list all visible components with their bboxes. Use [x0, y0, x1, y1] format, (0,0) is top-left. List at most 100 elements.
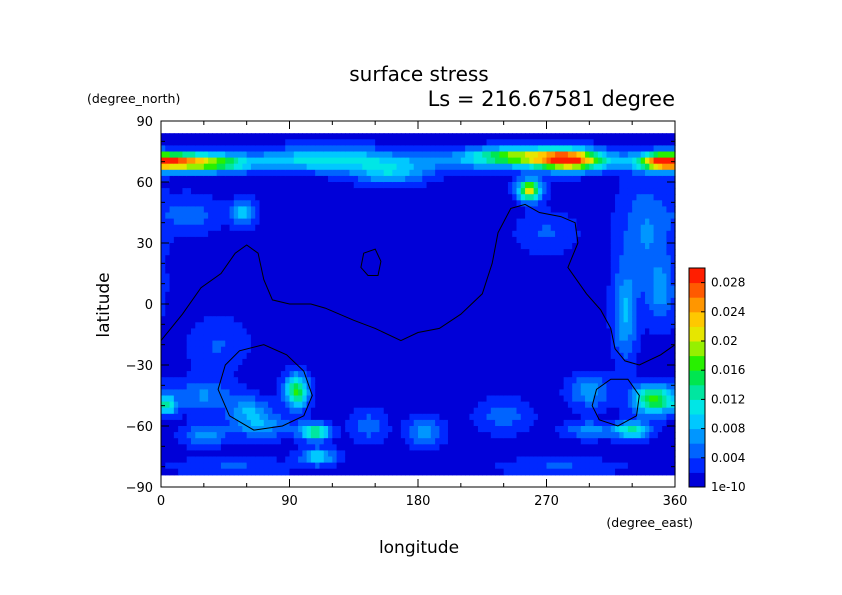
heatmap-cell: [400, 133, 406, 140]
heatmap-cell: [319, 139, 325, 146]
heatmap-cell: [503, 334, 509, 342]
heatmap-cell: [268, 218, 273, 226]
heatmap-cell: [353, 389, 359, 397]
heatmap-cell: [306, 175, 312, 183]
heatmap-cell: [512, 188, 518, 195]
heatmap-cell: [482, 285, 488, 293]
heatmap-cell: [293, 401, 299, 409]
heatmap-cell: [383, 243, 389, 250]
heatmap-cell: [225, 432, 231, 439]
heatmap-cell: [482, 383, 488, 390]
heatmap-cell: [212, 224, 218, 232]
heatmap-cell: [242, 352, 248, 360]
heatmap-cell: [443, 236, 449, 244]
heatmap-cell: [280, 316, 286, 323]
heatmap-cell: [190, 188, 196, 195]
heatmap-cell: [233, 340, 239, 348]
heatmap-cell: [280, 200, 286, 207]
heatmap-cell: [336, 401, 342, 409]
heatmap-cell: [495, 206, 500, 214]
heatmap-cell: [212, 413, 218, 421]
heatmap-cell: [418, 383, 423, 390]
heatmap-cell: [169, 285, 175, 293]
heatmap-cell: [190, 267, 196, 275]
heatmap-cell: [280, 194, 286, 201]
heatmap-cell: [306, 163, 312, 171]
heatmap-cell: [268, 322, 273, 329]
heatmap-cell: [272, 145, 278, 153]
heatmap-cell: [173, 456, 179, 464]
heatmap-cell: [315, 426, 321, 433]
heatmap-cell: [426, 279, 432, 287]
heatmap-cell: [242, 267, 248, 275]
heatmap-cell: [216, 163, 222, 171]
heatmap-cell: [182, 419, 188, 427]
heatmap-cell: [310, 218, 316, 226]
heatmap-cell: [426, 419, 432, 427]
heatmap-cell: [418, 236, 423, 244]
heatmap-cell: [473, 145, 479, 153]
heatmap-cell: [495, 279, 500, 287]
heatmap-cell: [396, 297, 402, 305]
heatmap-cell: [345, 462, 351, 470]
heatmap-cell: [161, 194, 166, 201]
heatmap-cell: [178, 444, 184, 451]
heatmap-cell: [263, 462, 269, 470]
heatmap-cell: [298, 438, 303, 445]
heatmap-cell: [516, 352, 522, 360]
heatmap-cell: [285, 334, 291, 342]
heatmap-cell: [370, 316, 376, 323]
heatmap-cell: [456, 346, 462, 354]
heatmap-cell: [208, 212, 213, 220]
heatmap-cell: [439, 200, 445, 207]
heatmap-cell: [340, 236, 346, 244]
heatmap-cell: [315, 438, 321, 445]
heatmap-cell: [520, 377, 526, 384]
heatmap-cell: [503, 322, 509, 329]
heatmap-cell: [473, 419, 479, 427]
heatmap-cell: [422, 310, 428, 317]
heatmap-cell: [443, 310, 449, 317]
heatmap-cell: [220, 340, 226, 348]
heatmap-cell: [332, 151, 338, 159]
heatmap-cell: [186, 328, 192, 336]
heatmap-cell: [280, 236, 286, 244]
heatmap-cell: [482, 194, 488, 201]
heatmap-cell: [533, 175, 539, 183]
heatmap-cell: [268, 383, 273, 390]
heatmap-cell: [225, 419, 231, 427]
heatmap-cell: [473, 133, 479, 140]
heatmap-cell: [212, 438, 218, 445]
heatmap-cell: [388, 419, 393, 427]
heatmap-cell: [495, 188, 500, 195]
heatmap-cell: [525, 163, 530, 171]
heatmap-cell: [186, 163, 192, 171]
heatmap-cell: [435, 218, 441, 226]
heatmap-cell: [186, 340, 192, 348]
heatmap-cell: [370, 389, 376, 397]
heatmap-cell: [225, 188, 231, 195]
heatmap-cell: [520, 432, 526, 439]
heatmap-cell: [499, 352, 505, 360]
heatmap-cell: [340, 230, 346, 238]
heatmap-cell: [358, 175, 363, 183]
heatmap-cell: [507, 438, 513, 445]
heatmap-cell: [383, 395, 389, 403]
heatmap-cell: [250, 462, 256, 470]
heatmap-cell: [362, 322, 368, 329]
heatmap-cell: [229, 139, 235, 146]
heatmap-cell: [490, 304, 496, 311]
heatmap-cell: [216, 426, 222, 433]
heatmap-cell: [512, 419, 518, 427]
heatmap-cell: [306, 291, 312, 299]
heatmap-cell: [229, 279, 235, 287]
heatmap-cell: [409, 151, 415, 159]
heatmap-cell: [208, 377, 213, 384]
heatmap-cell: [182, 267, 188, 275]
heatmap-cell: [460, 401, 466, 409]
heatmap-cell: [452, 432, 458, 439]
heatmap-cell: [203, 371, 209, 378]
heatmap-cell: [409, 145, 415, 153]
heatmap-cell: [259, 249, 265, 256]
heatmap-cell: [525, 340, 530, 348]
